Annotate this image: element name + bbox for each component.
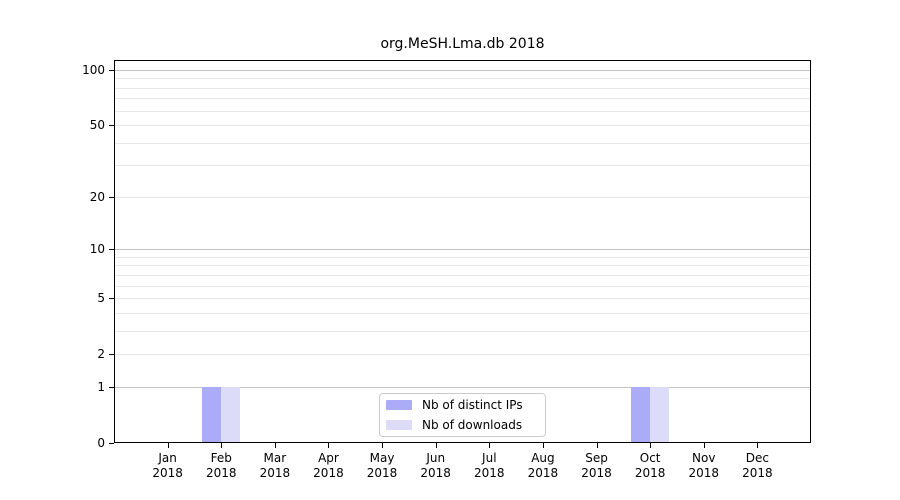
x-tick-label: Nov 2018 — [672, 451, 736, 481]
gridline-minor — [115, 165, 810, 167]
gridline-minor — [115, 110, 810, 112]
bar-distinct-ips — [202, 386, 222, 442]
x-tick-label-month: May — [369, 451, 395, 465]
legend-swatch-downloads — [386, 420, 412, 430]
x-tick-label-year: 2018 — [366, 466, 398, 480]
x-axis-tick — [650, 443, 652, 448]
x-tick-label-year: 2018 — [634, 466, 666, 480]
gridline-minor — [115, 256, 810, 258]
x-axis-tick — [489, 443, 491, 448]
x-axis-tick — [435, 443, 437, 448]
gridline-minor — [115, 98, 810, 100]
y-axis-tick — [109, 354, 114, 356]
x-axis-tick — [703, 443, 705, 448]
gridline-major — [115, 386, 810, 388]
x-tick-label-month: Jun — [426, 451, 446, 465]
x-tick-label-month: Aug — [531, 451, 555, 465]
x-tick-label: Mar 2018 — [243, 451, 307, 481]
gridline-minor — [115, 274, 810, 276]
x-tick-label-month: Nov — [692, 451, 716, 465]
x-tick-label-month: Apr — [318, 451, 339, 465]
y-axis-tick — [109, 125, 114, 127]
y-tick-label: 100 — [82, 63, 105, 77]
x-tick-label: Jul 2018 — [457, 451, 521, 481]
gridline-minor — [115, 196, 810, 198]
x-tick-label-month: Sep — [585, 451, 608, 465]
x-tick-label: May 2018 — [350, 451, 414, 481]
x-tick-label-year: 2018 — [527, 466, 559, 480]
gridline-minor — [115, 87, 810, 89]
legend-label-distinct-ips: Nb of distinct IPs — [422, 398, 523, 412]
x-tick-label: Oct 2018 — [618, 451, 682, 481]
bar-downloads — [221, 386, 241, 442]
y-axis-tick — [109, 443, 114, 444]
y-axis-tick — [109, 70, 114, 71]
gridline-minor — [115, 142, 810, 144]
x-tick-label: Aug 2018 — [511, 451, 575, 481]
x-axis-tick — [221, 443, 223, 448]
x-tick-label-year: 2018 — [152, 466, 183, 480]
legend-label-downloads: Nb of downloads — [422, 418, 523, 432]
y-tick-label: 50 — [89, 118, 105, 133]
x-tick-label-year: 2018 — [420, 466, 451, 480]
y-axis-tick — [109, 196, 114, 198]
x-axis-tick — [328, 443, 330, 448]
y-axis-tick — [109, 386, 114, 388]
x-tick-label-year: 2018 — [474, 466, 505, 480]
x-tick-label-month: Dec — [745, 451, 769, 465]
y-tick-label: 5 — [97, 291, 105, 306]
gridline-minor — [115, 265, 810, 267]
legend-swatch-distinct-ips — [386, 400, 412, 410]
x-axis-tick — [382, 443, 384, 448]
x-tick-label-year: 2018 — [688, 466, 720, 480]
gridline-minor — [115, 354, 810, 356]
bar-downloads — [650, 386, 670, 442]
gridline-minor — [115, 78, 810, 80]
gridline-minor — [115, 125, 810, 127]
gridline-minor — [115, 298, 810, 300]
x-tick-label: Feb 2018 — [189, 451, 253, 481]
x-tick-label: Apr 2018 — [296, 451, 360, 481]
x-axis-tick — [542, 443, 544, 448]
x-tick-label-month: Feb — [210, 451, 232, 465]
x-tick-label-year: 2018 — [313, 466, 344, 480]
x-tick-label-year: 2018 — [581, 466, 612, 480]
x-tick-label: Dec 2018 — [725, 451, 789, 481]
y-tick-label: 1 — [97, 379, 105, 394]
x-axis-tick — [274, 443, 276, 448]
chart-title: org.MeSH.Lma.db 2018 — [380, 36, 545, 52]
y-axis-tick — [109, 298, 114, 300]
x-tick-label-year: 2018 — [205, 466, 237, 480]
y-axis-tick — [109, 249, 114, 251]
x-axis-tick — [596, 443, 598, 448]
gridline-minor — [115, 285, 810, 287]
bar-distinct-ips — [631, 386, 651, 442]
x-tick-label-month: Jan — [158, 451, 177, 465]
y-tick-label: 0 — [97, 436, 105, 450]
y-tick-label: 20 — [89, 189, 105, 204]
gridline-minor — [115, 312, 810, 314]
x-tick-label-year: 2018 — [259, 466, 291, 480]
x-tick-label-month: Jul — [482, 451, 497, 465]
plot-area — [114, 60, 811, 443]
x-tick-label: Jan 2018 — [136, 451, 200, 481]
x-axis-tick — [167, 443, 169, 448]
x-tick-label-year: 2018 — [742, 466, 773, 480]
x-tick-label-month: Oct — [639, 451, 661, 465]
y-tick-label: 2 — [97, 347, 105, 362]
x-tick-label-month: Mar — [263, 451, 287, 465]
x-axis-tick — [757, 443, 759, 448]
gridline-major — [115, 249, 810, 251]
x-tick-label: Sep 2018 — [565, 451, 629, 481]
legend-box: Nb of distinct IPs Nb of downloads — [379, 393, 546, 437]
x-tick-label: Jun 2018 — [404, 451, 468, 481]
gridline-major — [115, 70, 810, 71]
y-tick-label: 10 — [89, 242, 105, 257]
gridline-minor — [115, 330, 810, 332]
